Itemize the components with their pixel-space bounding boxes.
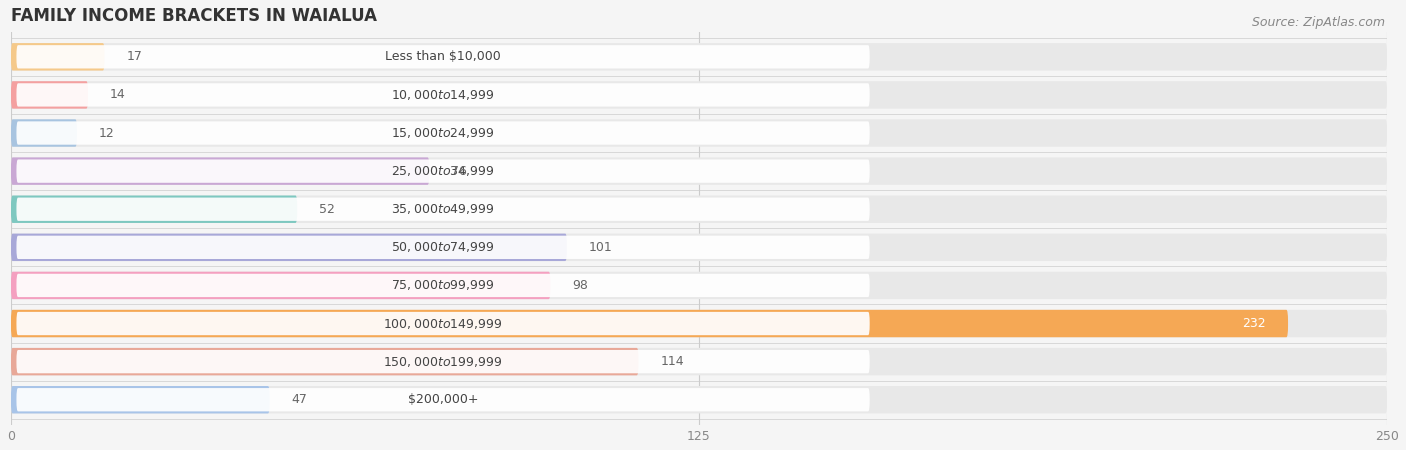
Text: 47: 47 [291, 393, 308, 406]
Text: FAMILY INCOME BRACKETS IN WAIALUA: FAMILY INCOME BRACKETS IN WAIALUA [11, 7, 377, 25]
Text: $35,000 to $49,999: $35,000 to $49,999 [391, 202, 495, 216]
Text: $100,000 to $149,999: $100,000 to $149,999 [384, 316, 503, 331]
FancyBboxPatch shape [11, 119, 1388, 147]
FancyBboxPatch shape [11, 43, 1388, 71]
FancyBboxPatch shape [17, 312, 870, 335]
Text: 14: 14 [110, 88, 125, 101]
FancyBboxPatch shape [11, 158, 429, 185]
FancyBboxPatch shape [11, 81, 89, 108]
FancyBboxPatch shape [11, 234, 1388, 261]
Text: 52: 52 [319, 203, 335, 216]
FancyBboxPatch shape [11, 195, 297, 223]
FancyBboxPatch shape [11, 272, 1388, 299]
FancyBboxPatch shape [11, 195, 1388, 223]
Text: $25,000 to $34,999: $25,000 to $34,999 [391, 164, 495, 178]
Text: $50,000 to $74,999: $50,000 to $74,999 [391, 240, 495, 254]
Text: 17: 17 [127, 50, 142, 63]
FancyBboxPatch shape [17, 388, 870, 411]
FancyBboxPatch shape [17, 350, 870, 374]
FancyBboxPatch shape [17, 45, 870, 68]
Text: 98: 98 [572, 279, 588, 292]
Text: $75,000 to $99,999: $75,000 to $99,999 [391, 279, 495, 292]
FancyBboxPatch shape [11, 348, 1388, 375]
FancyBboxPatch shape [11, 43, 104, 71]
FancyBboxPatch shape [11, 310, 1288, 337]
FancyBboxPatch shape [17, 274, 870, 297]
FancyBboxPatch shape [11, 310, 1388, 337]
FancyBboxPatch shape [11, 158, 1388, 185]
Text: $150,000 to $199,999: $150,000 to $199,999 [384, 355, 503, 369]
FancyBboxPatch shape [11, 234, 567, 261]
FancyBboxPatch shape [17, 159, 870, 183]
FancyBboxPatch shape [17, 236, 870, 259]
FancyBboxPatch shape [11, 386, 270, 414]
Text: 114: 114 [661, 355, 685, 368]
Text: $200,000+: $200,000+ [408, 393, 478, 406]
FancyBboxPatch shape [11, 272, 550, 299]
FancyBboxPatch shape [11, 386, 1388, 414]
FancyBboxPatch shape [11, 81, 1388, 108]
Text: 101: 101 [589, 241, 613, 254]
Text: $10,000 to $14,999: $10,000 to $14,999 [391, 88, 495, 102]
Text: 12: 12 [98, 126, 115, 140]
Text: 232: 232 [1243, 317, 1265, 330]
Text: 76: 76 [451, 165, 467, 178]
FancyBboxPatch shape [17, 198, 870, 221]
FancyBboxPatch shape [11, 119, 77, 147]
FancyBboxPatch shape [11, 348, 638, 375]
FancyBboxPatch shape [17, 122, 870, 145]
FancyBboxPatch shape [17, 83, 870, 107]
Text: Less than $10,000: Less than $10,000 [385, 50, 501, 63]
Text: Source: ZipAtlas.com: Source: ZipAtlas.com [1251, 16, 1385, 29]
Text: $15,000 to $24,999: $15,000 to $24,999 [391, 126, 495, 140]
